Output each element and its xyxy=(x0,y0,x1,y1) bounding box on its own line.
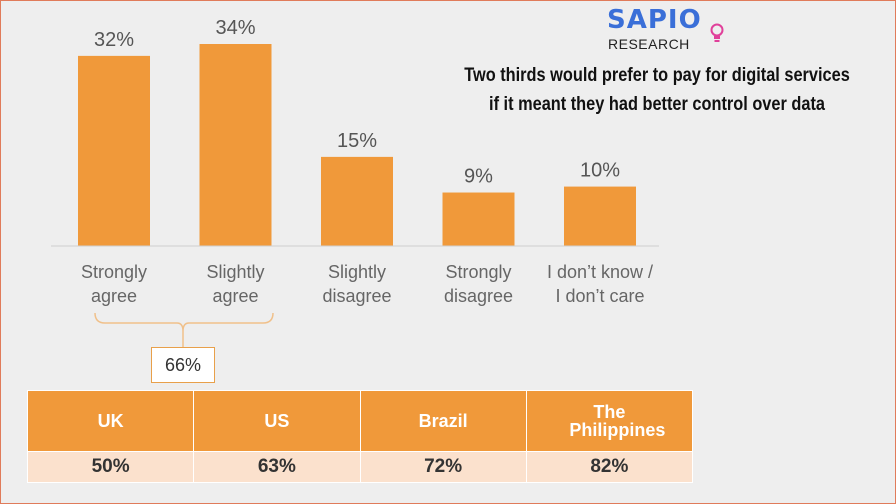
logo-name: SAPIO xyxy=(607,5,702,35)
country-value-row: 50% 63% 72% 82% xyxy=(26,451,694,483)
category-label-0-1: agree xyxy=(91,286,137,306)
category-label-0-0: Strongly xyxy=(81,262,147,282)
country-value-uk: 50% xyxy=(26,451,195,483)
bar-1 xyxy=(199,44,272,246)
country-value-brazil: 72% xyxy=(359,451,527,483)
bar-value-label-1: 34% xyxy=(215,17,255,39)
sapio-research-logo: SAPIO RESEARCH xyxy=(607,5,727,53)
country-header-uk: UK xyxy=(26,390,195,452)
country-header-philippines-label: The Philippines xyxy=(569,402,666,440)
category-label-1-1: agree xyxy=(212,286,258,306)
bar-4 xyxy=(564,186,636,246)
country-header-row: UK US Brazil The Philippines xyxy=(26,390,694,452)
bar-chart: 32% Strongly agree 34% Slightly agree 15% Sligh… xyxy=(51,17,659,347)
country-header-brazil: Brazil xyxy=(359,390,527,452)
category-label-2-0: Slightly xyxy=(328,262,386,282)
country-header-philippines: The Philippines xyxy=(525,390,694,452)
category-label-4-1: I don’t care xyxy=(555,286,644,306)
headline: Two thirds would prefer to pay for digit… xyxy=(463,61,852,119)
bar-3 xyxy=(442,192,515,246)
bar-2 xyxy=(321,156,393,246)
agree-total-box: 66% xyxy=(151,347,215,383)
category-label-3-1: disagree xyxy=(444,286,513,306)
country-value-us: 63% xyxy=(193,451,361,483)
country-value-philippines: 82% xyxy=(525,451,694,483)
category-label-2-1: disagree xyxy=(322,286,391,306)
country-table: UK US Brazil The Philippines 50% 63% 72%… xyxy=(26,390,694,483)
agree-bracket xyxy=(94,312,274,332)
bar-value-label-4: 10% xyxy=(580,160,620,182)
bar-value-label-2: 15% xyxy=(337,130,377,152)
category-label-4-0: I don’t know / xyxy=(547,262,653,282)
country-header-us: US xyxy=(193,390,361,452)
bar-0 xyxy=(78,55,150,246)
category-label-1-0: Slightly xyxy=(206,262,264,282)
bar-value-label-0: 32% xyxy=(94,29,134,51)
category-label-3-0: Strongly xyxy=(445,262,511,282)
logo-subtitle: RESEARCH xyxy=(608,36,690,52)
bar-value-label-3: 9% xyxy=(464,166,493,188)
headline-line-1: Two thirds would prefer to pay for digit… xyxy=(464,65,850,86)
lightbulb-icon xyxy=(710,23,724,42)
headline-line-2: if it meant they had better control over… xyxy=(489,94,825,115)
